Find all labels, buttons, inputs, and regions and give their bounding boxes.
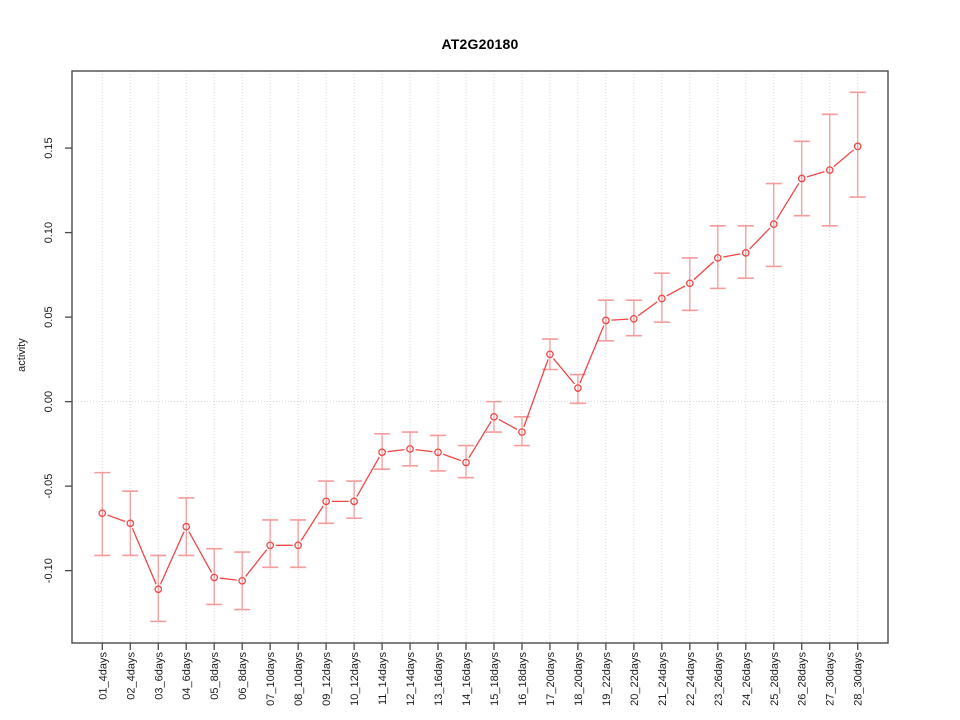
x-tick-label: 12_14days — [405, 652, 417, 706]
x-tick-label: 22_24days — [685, 652, 697, 706]
x-tick-label: 11_14days — [377, 652, 389, 706]
x-tick-label: 01_4days — [97, 652, 109, 700]
data-point — [406, 445, 414, 453]
x-tick-label: 13_16days — [433, 652, 445, 706]
series-segment — [442, 453, 462, 462]
series-segment — [245, 549, 268, 577]
x-tick-label: 23_26days — [713, 652, 725, 706]
series-segment — [637, 301, 658, 317]
data-point — [546, 350, 554, 359]
series-segment — [806, 171, 825, 178]
data-point — [713, 254, 722, 262]
series-segment — [579, 325, 605, 384]
data-point — [182, 522, 191, 531]
x-tick-label: 04_6days — [181, 652, 193, 700]
x-tick-label: 08_10days — [293, 652, 305, 706]
x-tick-label: 02_4days — [125, 652, 137, 700]
x-tick-label: 27_30days — [825, 652, 837, 706]
x-tick-label: 24_26days — [741, 652, 753, 706]
data-point — [769, 220, 778, 228]
y-tick-label: 0.15 — [43, 137, 55, 158]
data-point — [378, 448, 386, 457]
series-segment — [387, 448, 405, 453]
data-point — [490, 412, 498, 421]
x-tick-label: 05_8days — [209, 652, 221, 700]
x-tick-label: 25_28days — [769, 652, 781, 706]
data-point — [462, 458, 470, 467]
series-segment — [415, 448, 433, 453]
series-segment — [723, 253, 741, 258]
data-point — [434, 448, 442, 457]
y-tick-label: 0.05 — [43, 306, 55, 327]
data-point — [518, 428, 526, 436]
x-tick-label: 07_10days — [265, 652, 277, 706]
x-tick-label: 16_18days — [517, 652, 529, 706]
y-tick-label: 0.00 — [43, 391, 55, 412]
data-point — [741, 249, 750, 257]
series-segment — [749, 227, 771, 250]
data-point — [685, 279, 694, 288]
x-tick-label: 20_22days — [629, 652, 641, 706]
y-tick-label: -0.05 — [43, 474, 55, 499]
series-segment — [300, 505, 324, 542]
series-segment — [356, 456, 380, 497]
plot-frame — [71, 70, 889, 644]
series-segment — [159, 531, 185, 585]
data-point — [630, 314, 638, 323]
series-segment — [468, 421, 492, 459]
chart-title: AT2G20180 — [441, 36, 519, 52]
x-tick-label: 14_16days — [461, 652, 473, 706]
data-point — [154, 585, 163, 594]
x-tick-label: 21_24days — [657, 652, 669, 706]
data-point — [126, 519, 135, 528]
data-point — [98, 509, 107, 518]
x-tick-label: 17_20days — [545, 652, 557, 706]
series-segment — [107, 514, 126, 523]
data-point — [825, 166, 834, 174]
x-tick-label: 18_20days — [573, 652, 585, 706]
data-point — [210, 573, 219, 582]
x-tick-label: 26_28days — [797, 652, 809, 706]
data-point — [797, 174, 806, 183]
data-point — [350, 497, 358, 506]
y-tick-label: -0.10 — [43, 558, 55, 583]
data-point — [266, 541, 275, 550]
x-tick-label: 06_8days — [237, 652, 249, 700]
series-segment — [498, 418, 518, 430]
data-point — [294, 541, 302, 550]
series-segment — [523, 359, 549, 428]
x-tick-label: 28_30days — [853, 652, 865, 706]
data-point — [602, 316, 610, 325]
series-segment — [219, 577, 237, 581]
data-point — [658, 294, 666, 303]
data-point — [322, 497, 330, 506]
data-point — [853, 142, 862, 151]
series-segment — [833, 149, 854, 167]
series-segment — [776, 182, 800, 220]
data-point — [238, 576, 247, 585]
series-segment — [131, 528, 157, 585]
series-segment — [611, 318, 629, 321]
x-tick-label: 09_12days — [321, 652, 333, 706]
series-segment — [666, 285, 686, 297]
x-tick-label: 03_6days — [153, 652, 165, 700]
series-segment — [693, 261, 715, 281]
x-tick-label: 10_12days — [349, 652, 361, 706]
x-tick-label: 15_18days — [489, 652, 501, 706]
x-tick-label: 19_22days — [601, 652, 613, 706]
series-segment — [188, 531, 213, 573]
y-tick-label: 0.10 — [43, 222, 55, 243]
data-point — [574, 384, 582, 392]
series-segment — [552, 358, 575, 385]
